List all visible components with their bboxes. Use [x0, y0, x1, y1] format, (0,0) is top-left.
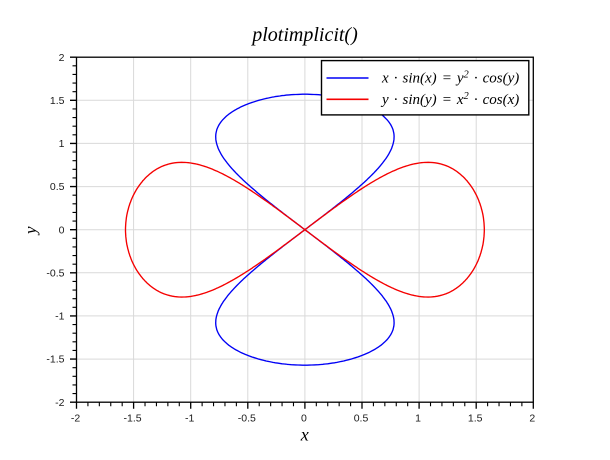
- svg-text:0.5: 0.5: [354, 413, 369, 425]
- svg-text:0: 0: [59, 224, 65, 236]
- svg-text:-1.5: -1.5: [46, 354, 64, 366]
- svg-text:2: 2: [59, 52, 65, 64]
- svg-text:y · sin(y) = x2 · cos(x): y · sin(y) = x2 · cos(x): [380, 91, 519, 108]
- svg-text:x: x: [300, 425, 309, 445]
- svg-text:-0.5: -0.5: [46, 267, 64, 279]
- svg-text:-1.5: -1.5: [124, 413, 142, 425]
- svg-text:x · sin(x) = y2 · cos(y): x · sin(x) = y2 · cos(y): [381, 70, 519, 87]
- svg-text:0.5: 0.5: [50, 181, 65, 193]
- svg-text:1.5: 1.5: [468, 413, 483, 425]
- svg-text:2: 2: [529, 413, 535, 425]
- svg-text:0: 0: [301, 413, 307, 425]
- svg-text:-1: -1: [185, 413, 194, 425]
- svg-text:-2: -2: [55, 397, 64, 409]
- svg-text:1: 1: [59, 138, 65, 150]
- svg-text:plotimplicit(): plotimplicit(): [250, 24, 358, 46]
- svg-text:-2: -2: [71, 413, 80, 425]
- svg-text:1: 1: [415, 413, 421, 425]
- svg-text:1.5: 1.5: [50, 95, 65, 107]
- svg-text:-1: -1: [55, 311, 64, 323]
- svg-text:-0.5: -0.5: [238, 413, 256, 425]
- svg-text:y: y: [21, 226, 40, 236]
